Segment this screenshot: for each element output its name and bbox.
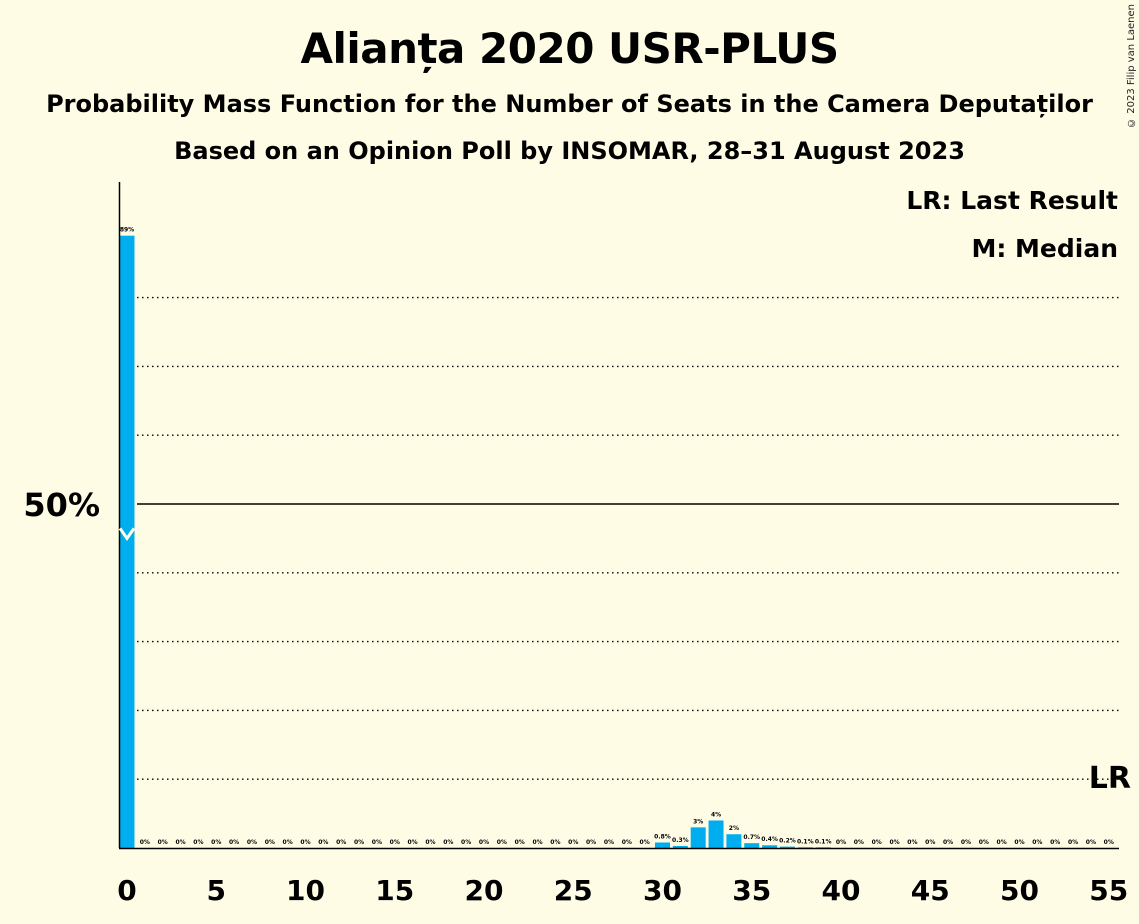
bar-label-seat-35: 0.7% <box>743 834 760 841</box>
bar-seat-38 <box>797 847 813 848</box>
bar-label-seat-19: 0% <box>461 839 471 846</box>
x-tick-20: 20 <box>465 874 504 907</box>
bar-label-seat-1: 0% <box>140 839 150 846</box>
bar-label-seat-36: 0.4% <box>761 836 778 843</box>
bar-label-seat-28: 0% <box>622 839 632 846</box>
bar-label-seat-29: 0% <box>640 839 650 846</box>
x-tick-40: 40 <box>822 874 861 907</box>
bar-label-seat-11: 0% <box>318 839 328 846</box>
bar-seat-35 <box>744 843 760 848</box>
bar-label-seat-3: 0% <box>175 839 185 846</box>
bar-label-seat-12: 0% <box>336 839 346 846</box>
x-tick-15: 15 <box>375 874 414 907</box>
bar-label-seat-44: 0% <box>907 839 917 846</box>
bar-label-seat-48: 0% <box>979 839 989 846</box>
bar-seat-31 <box>672 845 688 848</box>
bar-label-seat-49: 0% <box>997 839 1007 846</box>
bar-seat-0 <box>119 235 135 848</box>
bar-label-seat-10: 0% <box>300 839 310 846</box>
last-result-marker: LR <box>1089 761 1131 796</box>
bar-label-seat-30: 0.8% <box>654 833 671 840</box>
bar-label-seat-8: 0% <box>265 839 275 846</box>
bar-label-seat-32: 3% <box>693 818 703 825</box>
bar-label-seat-51: 0% <box>1032 839 1042 846</box>
bar-label-seat-45: 0% <box>925 839 935 846</box>
bar-label-seat-7: 0% <box>247 839 257 846</box>
bar-label-seat-13: 0% <box>354 839 364 846</box>
x-tick-5: 5 <box>207 874 226 907</box>
bar-label-seat-21: 0% <box>497 839 507 846</box>
bar-label-seat-18: 0% <box>443 839 453 846</box>
bar-seat-34 <box>726 834 742 848</box>
bar-label-seat-20: 0% <box>479 839 489 846</box>
bar-label-seat-9: 0% <box>283 839 293 846</box>
bar-label-seat-38: 0.1% <box>797 838 814 845</box>
bar-label-seat-43: 0% <box>889 839 899 846</box>
bar-label-seat-26: 0% <box>586 839 596 846</box>
bar-seat-36 <box>762 845 778 848</box>
x-tick-labels: 0 5 10 15 20 25 30 35 40 45 50 55 <box>117 874 1128 907</box>
bar-label-seat-50: 0% <box>1014 839 1024 846</box>
legend-median: M: Median <box>971 234 1118 263</box>
chart-subtitle: Probability Mass Function for the Number… <box>46 90 1093 118</box>
bar-seat-30 <box>655 842 670 848</box>
bar-label-seat-17: 0% <box>425 839 435 846</box>
bar-label-seat-37: 0.2% <box>779 838 796 845</box>
bar-label-seat-27: 0% <box>604 839 614 846</box>
bar-label-seat-5: 0% <box>211 839 221 846</box>
bar-seat-33 <box>708 820 724 848</box>
bar-label-seat-14: 0% <box>372 839 382 846</box>
bar-label-seat-15: 0% <box>390 839 400 846</box>
median-marker <box>118 527 136 542</box>
bar-label-seat-34: 2% <box>729 825 739 832</box>
x-tick-25: 25 <box>554 874 593 907</box>
x-tick-10: 10 <box>286 874 325 907</box>
bar-label-seat-6: 0% <box>229 839 239 846</box>
bar-labels: 89% 0% 0% 0% 0% 0% 0% 0% 0% 0% 0% 0% 0% 0% 0% 0% 0% 0% 0% 0… <box>120 227 1114 846</box>
chart-title: Alianța 2020 USR-PLUS <box>300 24 839 73</box>
chart-source: Based on an Opinion Poll by INSOMAR, 28–… <box>174 137 965 165</box>
bar-seat-39 <box>815 847 831 848</box>
bar-label-seat-41: 0% <box>854 839 864 846</box>
x-tick-50: 50 <box>1000 874 1039 907</box>
bar-seat-32 <box>690 827 706 848</box>
x-tick-0: 0 <box>117 874 136 907</box>
bar-label-seat-4: 0% <box>193 839 203 846</box>
bar-label-seat-47: 0% <box>961 839 971 846</box>
x-tick-45: 45 <box>911 874 950 907</box>
bars <box>119 235 831 848</box>
x-tick-30: 30 <box>643 874 682 907</box>
bar-label-seat-24: 0% <box>550 839 560 846</box>
bar-label-seat-54: 0% <box>1086 839 1096 846</box>
bar-label-seat-52: 0% <box>1050 839 1060 846</box>
bar-seat-37 <box>779 846 795 848</box>
bar-label-seat-55: 0% <box>1104 839 1114 846</box>
bar-label-seat-2: 0% <box>158 839 168 846</box>
bar-label-seat-53: 0% <box>1068 839 1078 846</box>
bar-label-seat-22: 0% <box>515 839 525 846</box>
bar-label-seat-0: 89% <box>120 227 134 234</box>
bar-label-seat-39: 0.1% <box>815 838 832 845</box>
x-tick-35: 35 <box>732 874 771 907</box>
bar-label-seat-42: 0% <box>872 839 882 846</box>
legend-last-result: LR: Last Result <box>906 186 1118 215</box>
y-tick-label-50: 50% <box>23 486 100 524</box>
bar-label-seat-23: 0% <box>532 839 542 846</box>
bar-label-seat-31: 0.3% <box>672 837 689 844</box>
bar-label-seat-40: 0% <box>836 839 846 846</box>
bar-label-seat-33: 4% <box>711 811 721 818</box>
bar-label-seat-46: 0% <box>943 839 953 846</box>
bar-label-seat-16: 0% <box>408 839 418 846</box>
x-tick-55: 55 <box>1089 874 1128 907</box>
gridlines <box>137 296 1119 780</box>
bar-label-seat-25: 0% <box>568 839 578 846</box>
